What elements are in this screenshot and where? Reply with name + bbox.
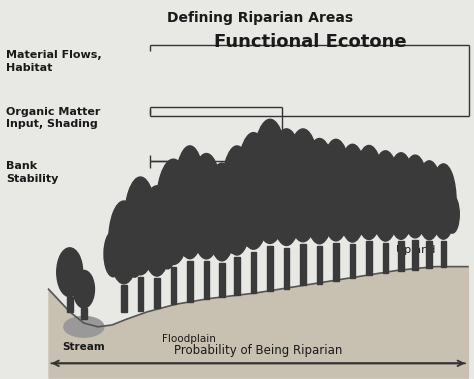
Polygon shape <box>333 243 339 280</box>
Ellipse shape <box>119 213 139 266</box>
Ellipse shape <box>269 129 304 246</box>
Polygon shape <box>203 261 209 299</box>
Ellipse shape <box>150 197 172 255</box>
Polygon shape <box>317 246 322 283</box>
Ellipse shape <box>366 184 384 233</box>
Text: Upland: Upland <box>396 245 436 255</box>
Ellipse shape <box>412 190 428 233</box>
Ellipse shape <box>349 180 367 232</box>
Polygon shape <box>350 244 356 278</box>
Text: Functional Ecotone: Functional Ecotone <box>214 33 406 52</box>
Text: Probability of Being Riparian: Probability of Being Riparian <box>174 343 342 357</box>
Ellipse shape <box>388 189 404 234</box>
Ellipse shape <box>124 177 157 275</box>
Text: Stream: Stream <box>63 342 105 352</box>
Ellipse shape <box>289 178 309 236</box>
Ellipse shape <box>126 236 143 277</box>
Ellipse shape <box>168 187 188 249</box>
Ellipse shape <box>220 146 254 255</box>
Ellipse shape <box>431 194 446 233</box>
Ellipse shape <box>371 185 388 232</box>
Ellipse shape <box>354 146 384 240</box>
Text: Organic Matter
Input, Shading: Organic Matter Input, Shading <box>6 107 100 129</box>
Polygon shape <box>383 243 388 273</box>
Ellipse shape <box>256 182 275 240</box>
Ellipse shape <box>159 224 176 269</box>
Ellipse shape <box>337 144 368 242</box>
Polygon shape <box>251 252 256 293</box>
Ellipse shape <box>397 185 414 231</box>
Ellipse shape <box>190 153 223 259</box>
Polygon shape <box>440 241 446 267</box>
Ellipse shape <box>303 138 336 244</box>
Ellipse shape <box>403 189 419 232</box>
Ellipse shape <box>216 186 236 246</box>
Polygon shape <box>219 263 225 297</box>
Ellipse shape <box>230 175 252 239</box>
Ellipse shape <box>417 190 432 231</box>
Polygon shape <box>234 257 240 295</box>
Ellipse shape <box>355 185 372 234</box>
Ellipse shape <box>333 180 351 234</box>
Ellipse shape <box>383 184 400 232</box>
Ellipse shape <box>224 204 241 253</box>
Text: Defining Riparian Areas: Defining Riparian Areas <box>167 11 354 25</box>
Ellipse shape <box>322 183 340 235</box>
Ellipse shape <box>306 176 325 233</box>
Ellipse shape <box>104 231 122 277</box>
Ellipse shape <box>445 196 459 233</box>
Ellipse shape <box>285 129 320 242</box>
Polygon shape <box>187 261 193 302</box>
Ellipse shape <box>207 163 237 261</box>
Ellipse shape <box>236 133 271 249</box>
Polygon shape <box>412 240 418 269</box>
Ellipse shape <box>431 164 456 239</box>
Polygon shape <box>427 241 432 268</box>
Ellipse shape <box>315 176 334 232</box>
Text: Material Flows,
Habitat: Material Flows, Habitat <box>6 50 102 73</box>
Ellipse shape <box>251 119 289 243</box>
Polygon shape <box>283 248 289 289</box>
Ellipse shape <box>109 201 139 284</box>
Polygon shape <box>81 308 87 319</box>
Polygon shape <box>267 246 273 291</box>
Ellipse shape <box>387 153 415 239</box>
Ellipse shape <box>73 270 94 308</box>
Polygon shape <box>366 241 372 275</box>
Ellipse shape <box>173 146 206 259</box>
Ellipse shape <box>416 161 442 240</box>
Ellipse shape <box>371 151 400 241</box>
Ellipse shape <box>185 192 205 250</box>
Ellipse shape <box>57 248 82 297</box>
Ellipse shape <box>202 199 220 252</box>
Ellipse shape <box>142 186 172 276</box>
Ellipse shape <box>143 218 161 267</box>
Polygon shape <box>121 285 127 312</box>
Ellipse shape <box>280 170 301 232</box>
Ellipse shape <box>137 219 155 268</box>
Ellipse shape <box>320 139 352 241</box>
Ellipse shape <box>427 191 442 233</box>
Polygon shape <box>398 241 404 271</box>
Ellipse shape <box>298 177 318 235</box>
Ellipse shape <box>401 155 429 238</box>
Polygon shape <box>137 277 143 311</box>
Ellipse shape <box>176 204 195 256</box>
Ellipse shape <box>209 198 227 251</box>
Ellipse shape <box>64 316 104 337</box>
Polygon shape <box>171 266 176 304</box>
Ellipse shape <box>239 192 257 246</box>
Ellipse shape <box>246 164 268 233</box>
Ellipse shape <box>192 193 210 250</box>
Polygon shape <box>67 297 73 312</box>
Text: Floodplain: Floodplain <box>162 334 216 345</box>
Text: Bank
Stability: Bank Stability <box>6 161 58 184</box>
Ellipse shape <box>338 182 356 233</box>
Ellipse shape <box>273 171 293 233</box>
Polygon shape <box>300 244 306 285</box>
Ellipse shape <box>264 171 285 236</box>
Ellipse shape <box>156 159 191 265</box>
Polygon shape <box>154 278 160 308</box>
